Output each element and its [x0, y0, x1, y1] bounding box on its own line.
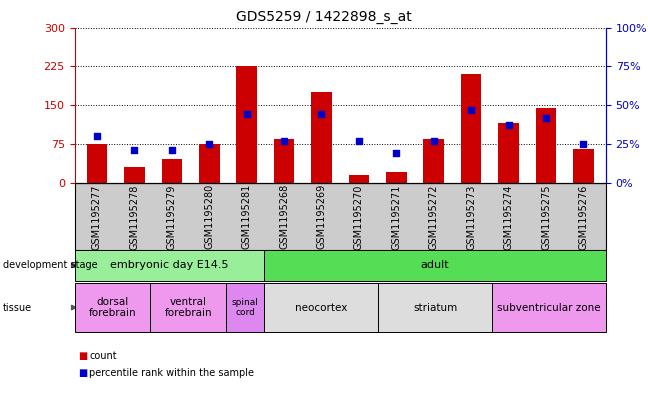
Text: subventricular zone: subventricular zone: [497, 303, 601, 312]
Bar: [498, 123, 519, 183]
Text: ■: ■: [78, 368, 87, 378]
Point: [541, 114, 551, 121]
Point: [129, 147, 139, 153]
Bar: [237, 66, 257, 183]
Text: dorsal
forebrain: dorsal forebrain: [89, 297, 136, 318]
Bar: [386, 173, 407, 183]
Text: development stage: development stage: [3, 260, 98, 270]
Point: [391, 150, 402, 156]
Bar: [461, 74, 481, 183]
Bar: [161, 160, 182, 183]
Bar: [423, 139, 444, 183]
Bar: [199, 144, 220, 183]
Text: adult: adult: [421, 260, 450, 270]
Bar: [536, 108, 556, 183]
Point: [204, 141, 214, 147]
Text: percentile rank within the sample: percentile rank within the sample: [89, 368, 255, 378]
Bar: [311, 92, 332, 183]
Bar: [274, 139, 294, 183]
Text: GDS5259 / 1422898_s_at: GDS5259 / 1422898_s_at: [236, 10, 412, 24]
Point: [466, 107, 476, 113]
Text: striatum: striatum: [413, 303, 457, 312]
Text: count: count: [89, 351, 117, 361]
Point: [354, 138, 364, 144]
Text: ventral
forebrain: ventral forebrain: [165, 297, 212, 318]
Text: spinal
cord: spinal cord: [232, 298, 259, 317]
Text: tissue: tissue: [3, 303, 32, 312]
Text: neocortex: neocortex: [295, 303, 347, 312]
Bar: [349, 175, 369, 183]
Text: ■: ■: [78, 351, 87, 361]
Point: [92, 133, 102, 139]
Point: [503, 122, 514, 129]
Point: [316, 111, 327, 118]
Point: [167, 147, 177, 153]
Text: embryonic day E14.5: embryonic day E14.5: [110, 260, 229, 270]
Bar: [124, 167, 145, 183]
Point: [428, 138, 439, 144]
Bar: [573, 149, 594, 183]
Point: [578, 141, 588, 147]
Bar: [87, 144, 108, 183]
Point: [279, 138, 289, 144]
Point: [242, 111, 252, 118]
